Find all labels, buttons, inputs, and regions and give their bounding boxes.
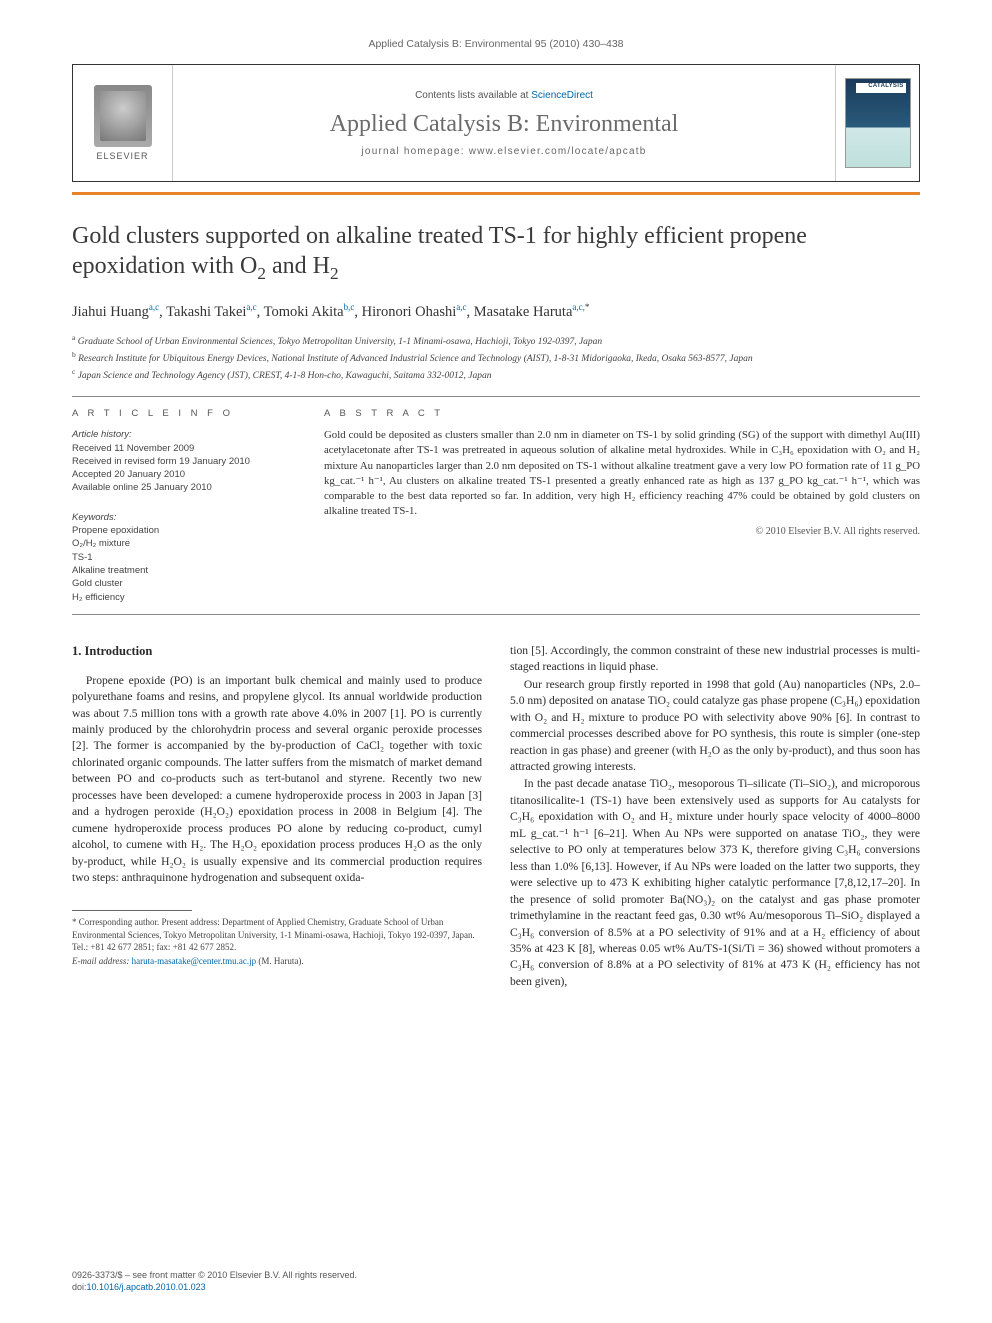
author-list: Jiahui Huanga,c, Takashi Takeia,c, Tomok… [72,302,920,321]
cover-thumb-label: CATALYSIS [868,83,903,89]
journal-name: Applied Catalysis B: Environmental [330,111,679,138]
affiliations: a Graduate School of Urban Environmental… [72,333,920,384]
running-head: Applied Catalysis B: Environmental 95 (2… [72,38,920,50]
article-info-block: A R T I C L E I N F O Article history: R… [72,407,296,604]
history-line: Available online 25 January 2010 [72,481,296,494]
homepage-url[interactable]: www.elsevier.com/locate/apcatb [469,146,647,157]
history-line: Accepted 20 January 2010 [72,468,296,481]
abstract-copyright: © 2010 Elsevier B.V. All rights reserved… [324,525,920,539]
author-email-link[interactable]: haruta-masatake@center.tmu.ac.jp [132,956,256,966]
affiliation-c: c Japan Science and Technology Agency (J… [72,367,920,384]
article-title: Gold clusters supported on alkaline trea… [72,221,920,284]
doi-link[interactable]: 10.1016/j.apcatb.2010.01.023 [87,1282,206,1292]
corresponding-star-icon: * [585,302,590,312]
keyword: Alkaline treatment [72,564,296,577]
section-heading: 1. Introduction [72,643,482,661]
footer-copyright: 0926-3373/$ – see front matter © 2010 El… [72,1269,357,1281]
body-paragraph: Propene epoxide (PO) is an important bul… [72,673,482,887]
article-info-heading: A R T I C L E I N F O [72,407,296,420]
affiliation-b: b Research Institute for Ubiquitous Ener… [72,350,920,367]
author: Tomoki Akitab,c [264,304,355,320]
doi-label: doi: [72,1282,87,1292]
author: Masatake Harutaa,c,* [474,304,590,320]
publisher-label: ELSEVIER [96,151,148,161]
keywords-heading: Keywords: [72,512,116,523]
author: Hironori Ohashia,c [362,304,467,320]
sciencedirect-link[interactable]: ScienceDirect [531,90,593,101]
cover-thumb-block: CATALYSIS [835,65,919,181]
abstract-heading: A B S T R A C T [324,407,920,420]
history-line: Received 11 November 2009 [72,442,296,455]
journal-masthead: ELSEVIER Contents lists available at Sci… [72,64,920,182]
accent-rule [72,192,920,195]
journal-homepage-line: journal homepage: www.elsevier.com/locat… [362,146,647,157]
footnotes: * Corresponding author. Present address:… [72,916,482,967]
footnote-rule [72,910,192,911]
history-heading: Article history: [72,429,132,440]
author: Jiahui Huanga,c [72,304,159,320]
abstract-text: Gold could be deposited as clusters smal… [324,428,920,519]
affiliation-a: a Graduate School of Urban Environmental… [72,333,920,350]
keyword: H₂ efficiency [72,591,296,604]
keyword: O₂/H₂ mixture [72,537,296,550]
corresponding-author-note: * Corresponding author. Present address:… [72,916,482,952]
journal-cover-thumbnail: CATALYSIS [845,78,911,168]
divider [72,614,920,615]
page-footer: 0926-3373/$ – see front matter © 2010 El… [72,1269,357,1293]
contents-prefix: Contents lists available at [415,90,531,101]
body-columns: 1. Introduction Propene epoxide (PO) is … [72,643,920,991]
contents-available-line: Contents lists available at ScienceDirec… [415,90,593,101]
history-line: Received in revised form 19 January 2010 [72,455,296,468]
keyword: TS-1 [72,551,296,564]
email-line: E-mail address: haruta-masatake@center.t… [72,955,482,967]
author: Takashi Takeia,c [166,304,257,320]
homepage-prefix: journal homepage: [362,146,469,157]
elsevier-tree-icon [94,85,152,147]
body-paragraph: Our research group firstly reported in 1… [510,677,920,776]
body-paragraph: In the past decade anatase TiO₂, mesopor… [510,776,920,990]
abstract-block: A B S T R A C T Gold could be deposited … [324,407,920,604]
divider [72,396,920,397]
body-paragraph: tion [5]. Accordingly, the common constr… [510,643,920,676]
masthead-center: Contents lists available at ScienceDirec… [173,65,835,181]
title-part-1: Gold clusters supported on alkaline trea… [72,223,807,279]
publisher-logo-block: ELSEVIER [73,65,173,181]
keyword: Propene epoxidation [72,524,296,537]
title-part-2: and H [266,253,330,279]
keyword: Gold cluster [72,577,296,590]
